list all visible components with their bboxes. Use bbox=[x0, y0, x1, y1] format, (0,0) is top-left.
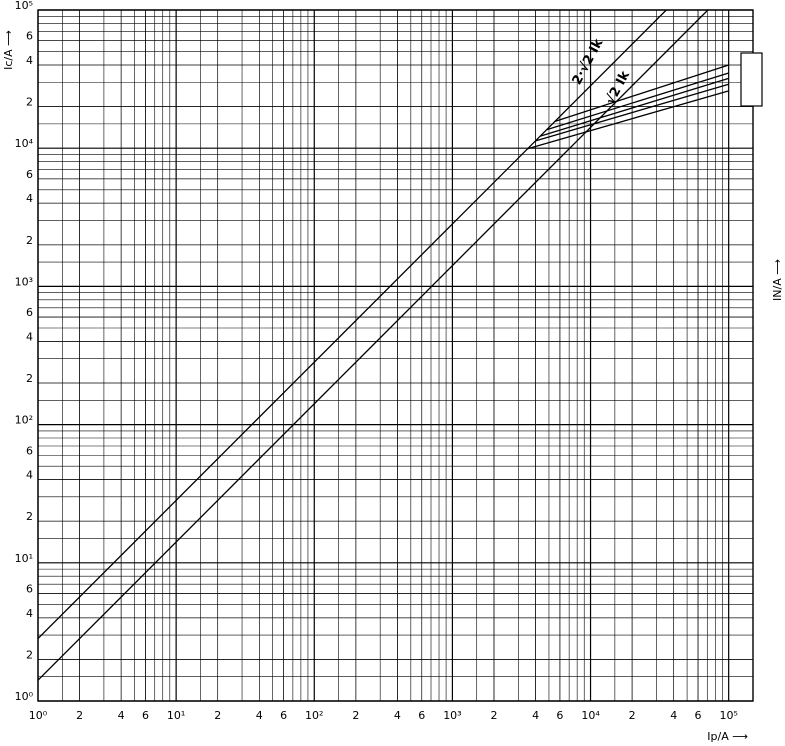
x-tick-label: 4 bbox=[256, 709, 263, 722]
y-tick-label: 4 bbox=[26, 54, 33, 67]
y-tick-label: 4 bbox=[26, 330, 33, 343]
curve bbox=[527, 90, 729, 150]
plot: 10⁰ 2 4 6 10¹ 2 4 6 10² 2 4 6 10³ 2 4 6 10⁴ 2 4 6 10⁵ 10⁰ 2 4 6 1… bbox=[15, 0, 754, 722]
y-tick-label: 2 bbox=[26, 510, 33, 523]
x-tick-label: 10¹ bbox=[167, 709, 185, 722]
x-tick-label: 6 bbox=[695, 709, 702, 722]
x-tick-label: 2 bbox=[490, 709, 497, 722]
y-tick-label: 2 bbox=[26, 234, 33, 247]
curve bbox=[37, 9, 667, 640]
x-tick-label: 6 bbox=[280, 709, 287, 722]
curve-label: 2·√2 Ik bbox=[570, 36, 607, 87]
x-tick-label: 2 bbox=[352, 709, 359, 722]
y-tick-label: 4 bbox=[26, 192, 33, 205]
x-tick-label: 6 bbox=[556, 709, 563, 722]
y-tick-label: 10³ bbox=[15, 275, 33, 288]
x-tick-label: 10⁰ bbox=[29, 709, 48, 722]
curve bbox=[539, 77, 729, 137]
y-tick-label: 2 bbox=[26, 372, 33, 385]
curve bbox=[554, 64, 729, 123]
x-tick-label: 10⁴ bbox=[581, 709, 600, 722]
y-tick-label: 6 bbox=[26, 30, 33, 43]
y-tick-label: 4 bbox=[26, 469, 33, 482]
y-tick-label: 4 bbox=[26, 607, 33, 620]
x-tick-label: 2 bbox=[76, 709, 83, 722]
y-tick-label: 10⁵ bbox=[15, 0, 33, 12]
y-tick-label: 10⁰ bbox=[15, 690, 34, 703]
curve bbox=[546, 72, 729, 131]
y-tick-label: 10⁴ bbox=[15, 137, 34, 150]
y-tick-label: 2 bbox=[26, 96, 33, 109]
y-tick-label: 10¹ bbox=[15, 552, 33, 565]
y-tick-label: 6 bbox=[26, 306, 33, 319]
curve bbox=[535, 83, 729, 142]
y-tick-label: 6 bbox=[26, 444, 33, 457]
y2-axis-label: IN/A ⟶ bbox=[771, 259, 784, 301]
x-tick-label: 6 bbox=[142, 709, 149, 722]
y-tick-label: 6 bbox=[26, 168, 33, 181]
x-tick-label: 10⁵ bbox=[719, 709, 737, 722]
y-tick-label: 10² bbox=[15, 414, 33, 427]
x-tick-label: 10² bbox=[305, 709, 323, 722]
curve bbox=[37, 9, 709, 681]
x-axis-label: Ip/A ⟶ bbox=[707, 730, 748, 743]
x-tick-label: 2 bbox=[214, 709, 221, 722]
x-tick-label: 10³ bbox=[443, 709, 461, 722]
legend-box bbox=[740, 52, 763, 107]
curve-label: √2 Ik bbox=[603, 68, 633, 107]
y-tick-label: 6 bbox=[26, 582, 33, 595]
x-tick-label: 4 bbox=[118, 709, 125, 722]
x-tick-label: 4 bbox=[394, 709, 401, 722]
x-tick-label: 2 bbox=[629, 709, 636, 722]
x-tick-label: 4 bbox=[532, 709, 539, 722]
x-tick-label: 6 bbox=[418, 709, 425, 722]
y-axis-label: Ic/A ⟶ bbox=[2, 30, 15, 70]
x-tick-label: 4 bbox=[670, 709, 677, 722]
y-tick-label: 2 bbox=[26, 648, 33, 661]
